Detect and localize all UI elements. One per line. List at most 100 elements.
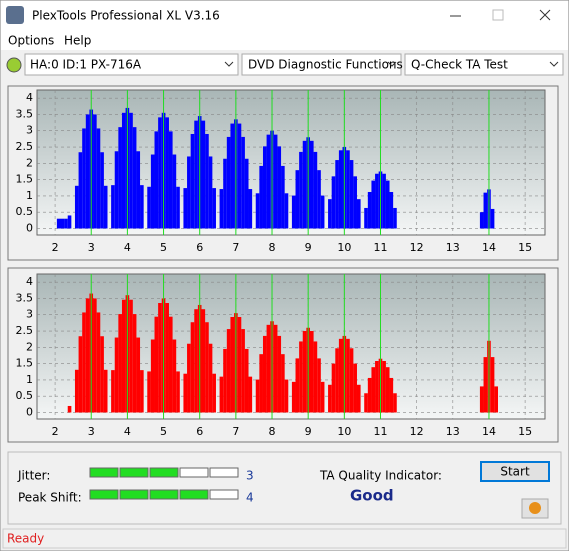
bar xyxy=(244,158,249,229)
bar xyxy=(132,314,137,413)
bar xyxy=(208,156,213,229)
close[interactable] xyxy=(539,9,551,21)
y-tick-label: 1.5 xyxy=(16,173,34,186)
bar xyxy=(74,369,79,413)
dropdown-arrow xyxy=(387,61,397,67)
bar xyxy=(255,193,260,229)
bar xyxy=(494,386,498,413)
bar xyxy=(393,393,397,413)
x-tick-label: 7 xyxy=(232,425,239,438)
bar xyxy=(375,361,379,413)
bar xyxy=(331,363,336,413)
bar xyxy=(74,185,79,229)
x-tick-label: 3 xyxy=(88,425,95,438)
bar xyxy=(382,173,386,229)
bar xyxy=(205,322,209,413)
bar xyxy=(364,207,368,229)
rating-segment xyxy=(89,489,119,500)
bar xyxy=(64,218,68,229)
bar xyxy=(187,343,191,413)
start-label: Start xyxy=(500,465,530,479)
bar xyxy=(277,146,282,229)
bar xyxy=(223,158,227,229)
rating-segment xyxy=(179,489,209,500)
x-tick-label: 8 xyxy=(269,241,276,254)
bar xyxy=(309,140,314,229)
test-select[interactable] xyxy=(404,53,564,76)
bar xyxy=(172,339,177,413)
x-tick-label: 9 xyxy=(305,425,312,438)
bar xyxy=(346,338,350,413)
bar xyxy=(212,373,216,413)
y-tick-label: 3.5 xyxy=(16,107,34,120)
bar xyxy=(118,314,122,413)
x-tick-label: 5 xyxy=(160,425,167,438)
bar xyxy=(103,369,108,413)
bar xyxy=(302,331,307,413)
maximize[interactable] xyxy=(492,9,504,21)
y-tick-label: 2 xyxy=(26,156,33,169)
status-text: Ready xyxy=(7,532,44,546)
x-tick-label: 4 xyxy=(124,425,131,438)
menu-item[interactable]: Help xyxy=(64,34,91,48)
bar xyxy=(118,127,122,229)
bar xyxy=(353,176,357,229)
bar xyxy=(165,303,169,413)
menu-item[interactable]: Options xyxy=(8,34,54,48)
jitter-value: 3 xyxy=(246,469,254,483)
bar xyxy=(96,128,101,229)
bar xyxy=(140,370,144,413)
rating-segment xyxy=(179,467,209,478)
bar xyxy=(56,218,61,229)
bar xyxy=(154,131,159,229)
bar xyxy=(165,117,169,229)
x-tick-label: 15 xyxy=(518,425,532,438)
bar xyxy=(168,131,173,229)
bar xyxy=(78,152,83,229)
bar xyxy=(147,371,151,413)
drive-select[interactable] xyxy=(24,53,239,76)
app-icon xyxy=(6,6,24,24)
bar xyxy=(187,156,191,229)
y-tick-label: 4 xyxy=(26,275,33,288)
bar xyxy=(237,123,242,229)
x-tick-label: 11 xyxy=(373,241,387,254)
bar xyxy=(266,324,271,413)
bar xyxy=(78,336,83,413)
rating-segment xyxy=(149,489,179,500)
y-tick-label: 3.5 xyxy=(16,291,34,304)
bar xyxy=(212,188,216,229)
bar xyxy=(299,341,303,413)
indicator-value: Good xyxy=(350,487,394,505)
y-tick-label: 0 xyxy=(26,221,33,234)
jitter-label: Jitter: xyxy=(17,469,50,483)
bar xyxy=(259,165,263,229)
bar xyxy=(284,193,289,229)
bar xyxy=(100,152,104,229)
bar xyxy=(60,218,65,229)
bar xyxy=(176,371,180,413)
bar xyxy=(273,324,278,413)
bar xyxy=(241,136,245,229)
bar xyxy=(295,358,300,413)
bar xyxy=(248,376,253,413)
bar xyxy=(129,112,133,229)
x-tick-label: 14 xyxy=(482,241,496,254)
bar xyxy=(382,361,386,413)
bar xyxy=(201,309,206,413)
bar xyxy=(364,393,368,413)
y-tick-label: 0 xyxy=(26,405,33,418)
x-tick-label: 13 xyxy=(446,425,460,438)
bar xyxy=(320,195,325,229)
function-label: DVD Diagnostic Functions xyxy=(248,58,403,72)
bar xyxy=(331,176,336,229)
function-select[interactable] xyxy=(241,53,402,76)
bar xyxy=(490,208,495,229)
start-button[interactable] xyxy=(480,461,550,482)
drive-label: HA:0 ID:1 PX-716A xyxy=(30,58,142,72)
bar xyxy=(483,192,488,229)
bar xyxy=(490,357,495,413)
bar xyxy=(194,309,198,413)
bar xyxy=(284,379,289,413)
bar xyxy=(371,367,376,413)
